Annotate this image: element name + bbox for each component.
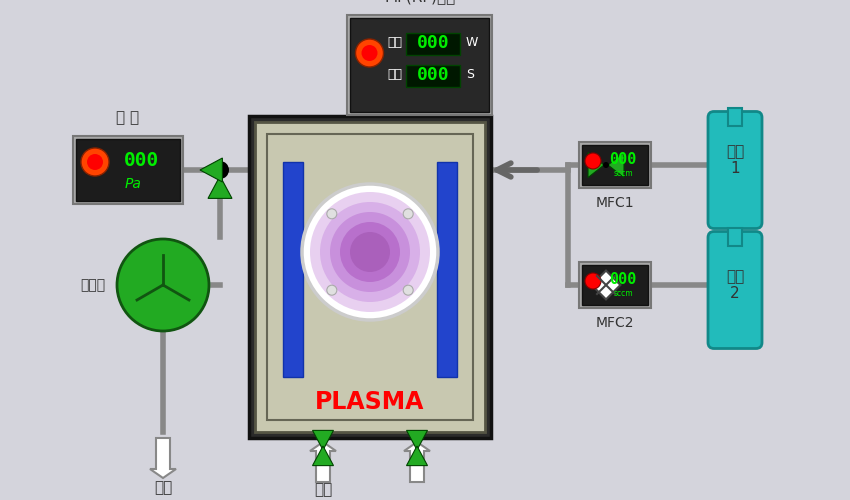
FancyBboxPatch shape	[283, 162, 303, 377]
FancyBboxPatch shape	[728, 108, 742, 126]
FancyBboxPatch shape	[708, 112, 762, 228]
Circle shape	[330, 212, 410, 292]
Text: MFC2: MFC2	[596, 316, 634, 330]
FancyBboxPatch shape	[406, 33, 460, 55]
Text: Pa: Pa	[125, 177, 141, 191]
FancyBboxPatch shape	[582, 145, 648, 185]
FancyBboxPatch shape	[582, 265, 648, 305]
Text: 气体
1: 气体 1	[726, 144, 744, 176]
FancyBboxPatch shape	[249, 116, 491, 438]
Text: S: S	[466, 68, 474, 82]
Text: 大气: 大气	[314, 482, 332, 498]
Text: 000: 000	[416, 34, 450, 52]
Polygon shape	[313, 430, 333, 450]
Text: sccm: sccm	[613, 168, 632, 177]
Text: 000: 000	[124, 150, 160, 170]
Circle shape	[340, 222, 400, 282]
Text: W: W	[466, 36, 479, 50]
Circle shape	[302, 184, 438, 320]
Polygon shape	[406, 446, 428, 466]
FancyBboxPatch shape	[348, 15, 492, 115]
Circle shape	[585, 153, 601, 169]
Text: 压 力: 压 力	[116, 110, 139, 126]
FancyBboxPatch shape	[728, 228, 742, 246]
Polygon shape	[404, 442, 430, 482]
Polygon shape	[406, 430, 428, 450]
Polygon shape	[592, 270, 620, 300]
Text: 000: 000	[609, 272, 637, 286]
Polygon shape	[310, 442, 336, 482]
FancyBboxPatch shape	[255, 122, 485, 432]
Text: 000: 000	[416, 66, 450, 84]
Text: 大气: 大气	[154, 480, 172, 496]
FancyBboxPatch shape	[406, 65, 460, 87]
Text: 000: 000	[609, 152, 637, 166]
FancyBboxPatch shape	[350, 18, 490, 112]
Circle shape	[355, 39, 383, 67]
Polygon shape	[313, 446, 333, 466]
Text: PLASMA: PLASMA	[315, 390, 425, 414]
Circle shape	[603, 162, 609, 168]
FancyBboxPatch shape	[708, 232, 762, 348]
Text: sccm: sccm	[613, 288, 632, 298]
Circle shape	[585, 273, 601, 289]
Text: 气体
2: 气体 2	[726, 269, 744, 301]
Polygon shape	[588, 152, 604, 178]
Circle shape	[326, 209, 337, 219]
Text: MFC1: MFC1	[596, 196, 634, 210]
Text: MF(RF)电源: MF(RF)电源	[384, 0, 456, 4]
Polygon shape	[208, 176, 232, 199]
Circle shape	[211, 161, 229, 179]
Circle shape	[87, 154, 103, 170]
Polygon shape	[150, 438, 176, 478]
Circle shape	[310, 192, 430, 312]
Polygon shape	[200, 158, 223, 182]
Text: 功率: 功率	[387, 36, 402, 50]
Circle shape	[81, 148, 109, 176]
FancyBboxPatch shape	[579, 142, 651, 188]
Circle shape	[326, 285, 337, 295]
Circle shape	[117, 239, 209, 331]
Circle shape	[350, 232, 390, 272]
Circle shape	[403, 209, 413, 219]
FancyBboxPatch shape	[579, 262, 651, 308]
Polygon shape	[608, 152, 624, 178]
Circle shape	[361, 45, 377, 61]
Text: 时间: 时间	[387, 68, 402, 82]
FancyBboxPatch shape	[73, 136, 183, 204]
Text: 真空泵: 真空泵	[80, 278, 105, 292]
FancyBboxPatch shape	[76, 139, 180, 201]
Circle shape	[403, 285, 413, 295]
Circle shape	[320, 202, 420, 302]
FancyBboxPatch shape	[437, 162, 457, 377]
